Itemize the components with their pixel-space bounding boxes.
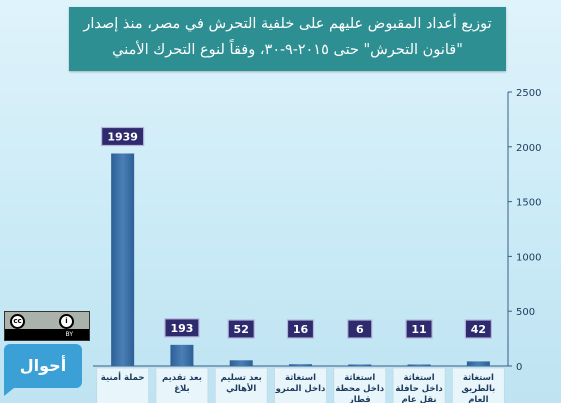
data-label: 16 bbox=[286, 319, 315, 339]
svg-text:52: 52 bbox=[234, 323, 249, 336]
bar bbox=[111, 153, 135, 366]
svg-text:193: 193 bbox=[170, 322, 193, 335]
data-label: 6 bbox=[347, 319, 373, 339]
svg-text:داخل حافلة: داخل حافلة bbox=[395, 384, 443, 394]
category-label: حملة أمنية bbox=[96, 367, 150, 403]
svg-text:استغاثة: استغاثة bbox=[285, 373, 316, 383]
svg-text:استغاثة: استغاثة bbox=[404, 373, 435, 383]
svg-text:داخل محطة: داخل محطة bbox=[335, 384, 384, 394]
y-tick-label: 500 bbox=[516, 307, 535, 318]
y-tick-label: 2500 bbox=[516, 88, 541, 99]
svg-text:6: 6 bbox=[356, 323, 364, 336]
bar bbox=[229, 360, 253, 366]
bar bbox=[407, 364, 431, 366]
y-tick-label: 2000 bbox=[516, 143, 541, 154]
svg-text:حملة أمنية: حملة أمنية bbox=[101, 371, 145, 383]
chart-title: توزيع أعداد المقبوض عليهم على خلفية التح… bbox=[69, 7, 506, 71]
data-label: 193 bbox=[164, 318, 200, 338]
svg-text:العام: العام bbox=[468, 395, 488, 403]
cc-by-label: BY bbox=[65, 331, 73, 338]
svg-text:داخل المترو: داخل المترو bbox=[275, 384, 326, 394]
svg-text:قطار: قطار bbox=[348, 395, 371, 403]
data-label: 1939 bbox=[101, 126, 145, 147]
svg-text:بعد تسليم: بعد تسليم bbox=[221, 373, 262, 383]
svg-text:16: 16 bbox=[293, 323, 309, 336]
bar bbox=[170, 344, 194, 366]
data-labels: 1939 193 52 16 6 11 42 bbox=[101, 126, 492, 339]
by-person-icon: i bbox=[59, 314, 74, 329]
bars bbox=[111, 153, 490, 366]
svg-text:بعد تقديم: بعد تقديم bbox=[162, 373, 202, 383]
y-tick-label: 1000 bbox=[516, 252, 541, 263]
y-tick-label: 0 bbox=[516, 362, 522, 373]
bar bbox=[466, 361, 490, 366]
svg-text:نقل عام: نقل عام bbox=[402, 395, 437, 403]
data-label: 11 bbox=[405, 319, 433, 339]
svg-text:بالطريق: بالطريق bbox=[461, 384, 495, 394]
svg-text:1939: 1939 bbox=[107, 130, 138, 143]
cc-license-badge: cc i BY bbox=[4, 311, 90, 341]
svg-text:42: 42 bbox=[471, 323, 486, 336]
svg-text:استغاثة: استغاثة bbox=[463, 373, 494, 383]
ahwal-logo: أحوال bbox=[4, 344, 82, 396]
data-label: 52 bbox=[227, 319, 255, 339]
bar bbox=[289, 364, 312, 366]
svg-text:بلاغ: بلاغ bbox=[174, 384, 189, 394]
cc-icon: cc bbox=[10, 314, 25, 329]
svg-text:الأهالي: الأهالي bbox=[226, 383, 256, 394]
y-tick-label: 1500 bbox=[516, 198, 541, 209]
data-label: 42 bbox=[464, 319, 492, 339]
svg-text:11: 11 bbox=[411, 323, 426, 336]
svg-text:استغاثة: استغاثة bbox=[344, 373, 375, 383]
bar bbox=[348, 364, 372, 366]
